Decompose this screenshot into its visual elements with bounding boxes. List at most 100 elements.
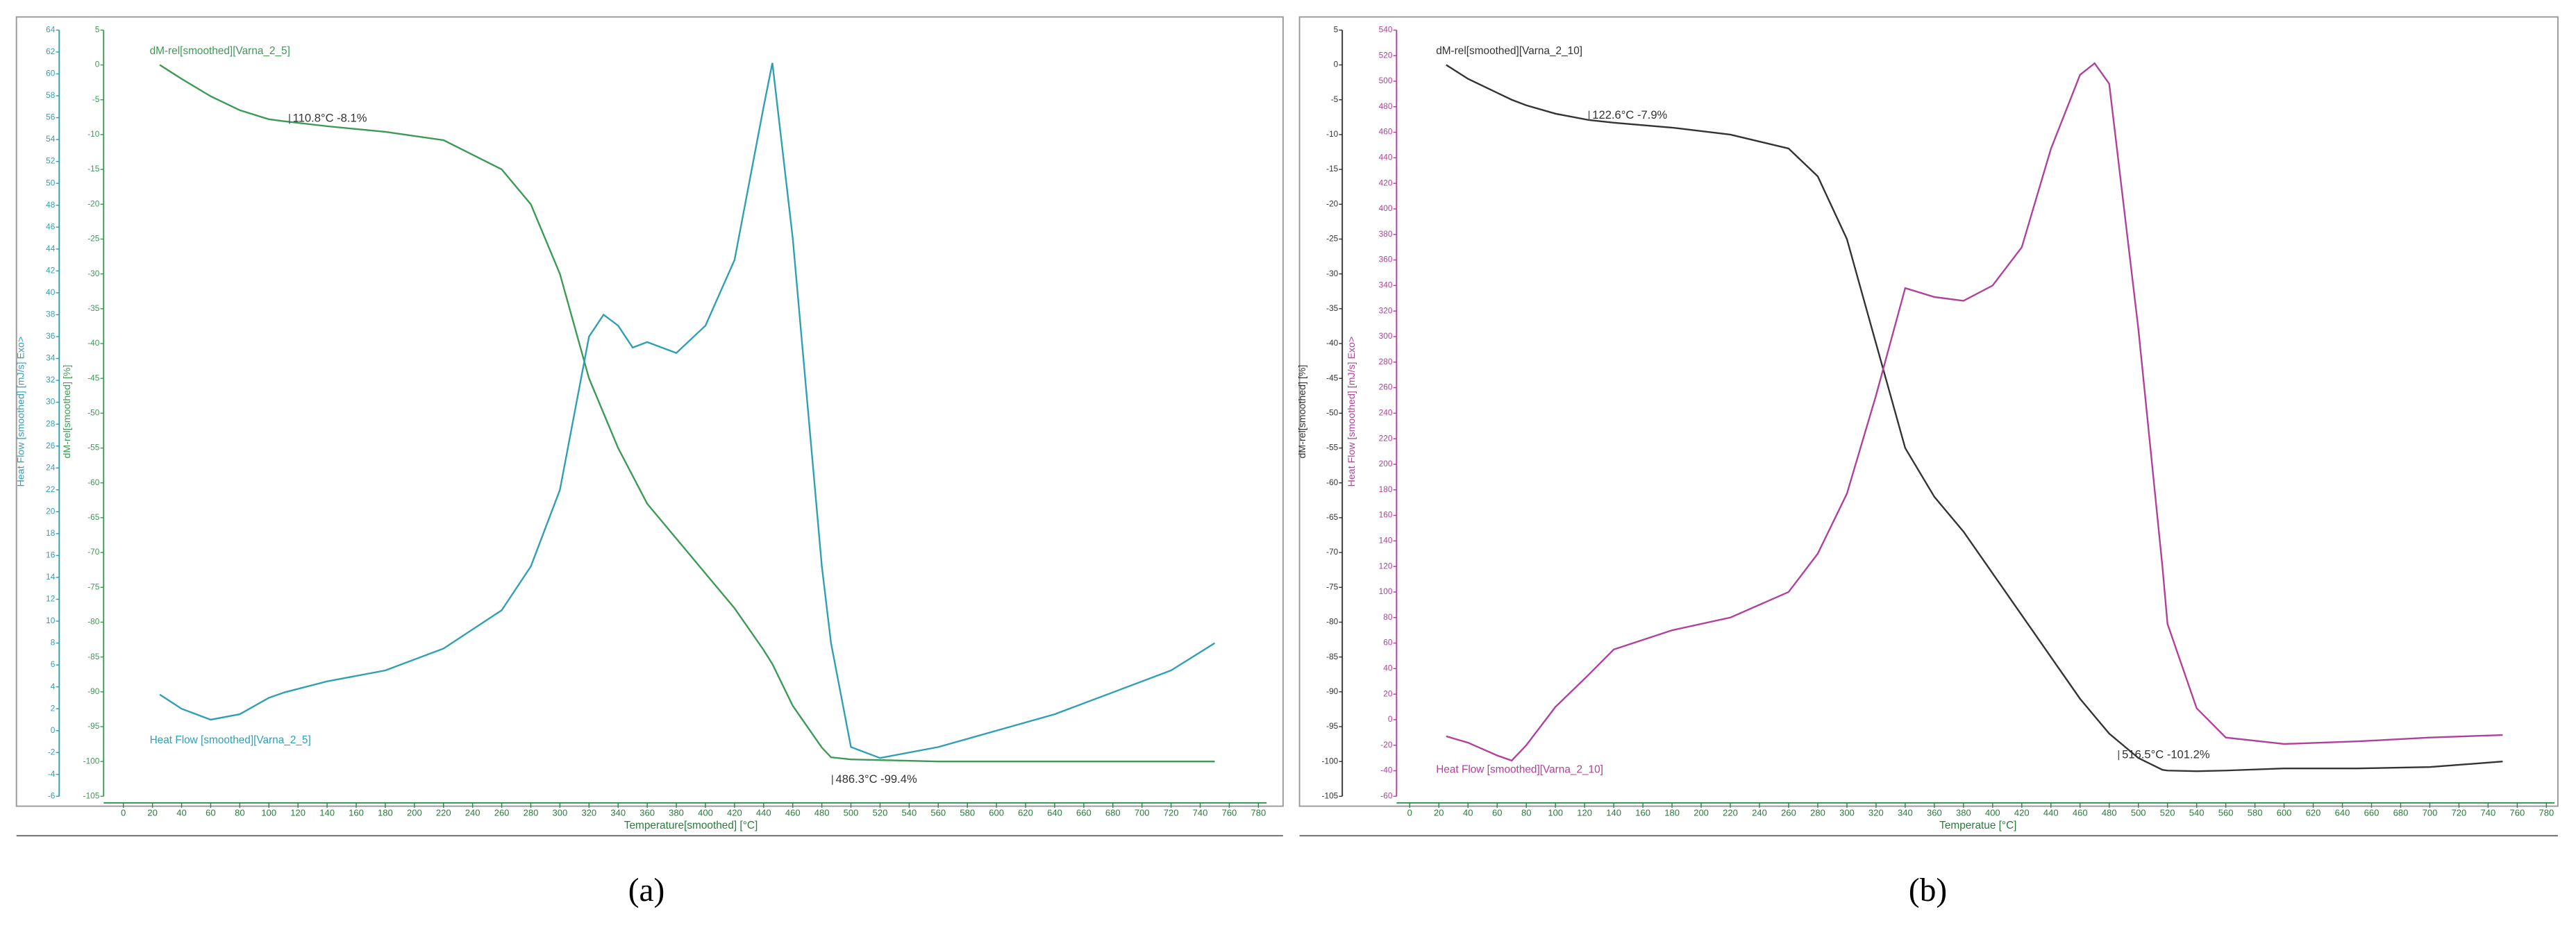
y2-tick-label: -105 bbox=[83, 790, 100, 800]
y-tick-label: -5 bbox=[1331, 94, 1339, 104]
annotation: 122.6°C -7.9% bbox=[1592, 108, 1667, 121]
x-tick-label: 780 bbox=[2539, 808, 2554, 818]
panel-caption: (a) bbox=[628, 872, 665, 908]
x-tick-label: 460 bbox=[2073, 808, 2088, 818]
x-tick-label: 740 bbox=[1193, 808, 1208, 818]
series-line bbox=[159, 62, 1216, 759]
annotation: 516.5°C -101.2% bbox=[2122, 748, 2210, 761]
x-tick-label: 380 bbox=[1956, 808, 1971, 818]
y-tick-label: 38 bbox=[46, 310, 56, 319]
x-tick-label: 60 bbox=[206, 808, 215, 818]
y2-tick-label: -85 bbox=[87, 652, 100, 661]
y2-tick-label: 400 bbox=[1379, 203, 1393, 213]
x-tick-label: 200 bbox=[407, 808, 422, 818]
x-tick-label: 720 bbox=[1164, 808, 1179, 818]
x-axis-label: Temperature[smoothed] [°C] bbox=[624, 820, 758, 831]
x-tick-label: 160 bbox=[1635, 808, 1650, 818]
y-tick-label: 2 bbox=[51, 703, 56, 713]
y2-tick-label: 60 bbox=[1383, 638, 1393, 648]
y2-tick-label: 0 bbox=[95, 60, 100, 69]
y-tick-label: 0 bbox=[51, 725, 56, 735]
y-tick-label: 18 bbox=[46, 528, 56, 538]
x-tick-label: 520 bbox=[873, 808, 888, 818]
y-tick-label: -40 bbox=[1326, 338, 1339, 348]
x-tick-label: 680 bbox=[2393, 808, 2409, 818]
y-tick-label: 64 bbox=[46, 24, 56, 34]
y-tick-label: 5 bbox=[1334, 24, 1339, 34]
y2-tick-label: -95 bbox=[87, 721, 100, 731]
x-tick-label: 580 bbox=[2248, 808, 2263, 818]
x-tick-label: 760 bbox=[1222, 808, 1237, 818]
y2-tick-label: -55 bbox=[87, 443, 100, 453]
x-tick-label: 620 bbox=[1018, 808, 1033, 818]
y-tick-label: 14 bbox=[46, 572, 56, 582]
y-tick-label: -2 bbox=[48, 747, 56, 756]
series-line bbox=[159, 64, 1215, 763]
x-tick-label: 640 bbox=[1047, 808, 1062, 818]
x-tick-label: 20 bbox=[1434, 808, 1444, 818]
y-tick-label: 30 bbox=[46, 397, 56, 407]
y2-tick-label: 520 bbox=[1379, 50, 1393, 60]
y-tick-label: 16 bbox=[46, 550, 56, 560]
x-tick-label: 300 bbox=[1839, 808, 1855, 818]
y2-axis-label: dM-rel[smoothed] [%] bbox=[62, 365, 73, 459]
y-tick-label: 20 bbox=[46, 506, 56, 516]
y-tick-label: 6 bbox=[51, 659, 56, 669]
y-tick-label: -75 bbox=[1326, 582, 1339, 591]
x-tick-label: 180 bbox=[1664, 808, 1680, 818]
x-tick-label: 340 bbox=[610, 808, 626, 818]
x-tick-label: 440 bbox=[2043, 808, 2059, 818]
x-tick-label: 500 bbox=[844, 808, 859, 818]
y2-tick-label: 0 bbox=[1388, 714, 1393, 724]
y-tick-label: 42 bbox=[46, 265, 55, 275]
y2-tick-label: -20 bbox=[87, 198, 100, 208]
x-tick-label: 600 bbox=[989, 808, 1004, 818]
x-tick-label: 480 bbox=[814, 808, 830, 818]
x-tick-label: 80 bbox=[1521, 808, 1531, 818]
y2-tick-label: -100 bbox=[83, 756, 100, 766]
series-name: Heat Flow [smoothed][Varna_2_10] bbox=[1436, 764, 1603, 776]
y-tick-label: 28 bbox=[46, 418, 56, 428]
y2-tick-label: -80 bbox=[87, 617, 100, 627]
x-tick-label: 600 bbox=[2277, 808, 2292, 818]
annotation: 110.8°C -8.1% bbox=[293, 112, 367, 125]
y-tick-label: 22 bbox=[46, 484, 55, 494]
x-tick-label: 160 bbox=[349, 808, 364, 818]
x-tick-label: 400 bbox=[698, 808, 713, 818]
y-tick-label: 48 bbox=[46, 200, 56, 210]
x-tick-label: 80 bbox=[235, 808, 244, 818]
x-tick-label: 0 bbox=[1407, 808, 1412, 818]
x-axis-label: Temperatue [°C] bbox=[1939, 820, 2016, 831]
x-tick-label: 200 bbox=[1693, 808, 1709, 818]
y-tick-label: -50 bbox=[1326, 407, 1339, 417]
y2-tick-label: -65 bbox=[87, 512, 100, 522]
y2-tick-label: -15 bbox=[87, 164, 100, 174]
y-tick-label: 58 bbox=[46, 90, 56, 100]
y-tick-label: 50 bbox=[46, 178, 56, 187]
x-tick-label: 280 bbox=[1810, 808, 1825, 818]
y2-tick-label: 460 bbox=[1379, 127, 1393, 137]
y-tick-label: 46 bbox=[46, 221, 56, 231]
y-tick-label: -85 bbox=[1326, 652, 1339, 661]
y-tick-label: 10 bbox=[46, 616, 56, 625]
x-tick-label: 720 bbox=[2452, 808, 2467, 818]
x-tick-label: 460 bbox=[785, 808, 801, 818]
y2-tick-label: -90 bbox=[87, 686, 100, 696]
y-tick-label: 4 bbox=[51, 682, 56, 691]
y2-tick-label: -30 bbox=[87, 269, 100, 278]
y2-tick-label: 260 bbox=[1379, 382, 1393, 392]
y-tick-label: -20 bbox=[1326, 198, 1339, 208]
x-tick-label: 700 bbox=[2423, 808, 2438, 818]
y2-tick-label: 220 bbox=[1379, 433, 1393, 443]
x-tick-label: 560 bbox=[930, 808, 946, 818]
y2-tick-label: 340 bbox=[1379, 280, 1393, 289]
y-tick-label: 12 bbox=[46, 594, 55, 604]
y2-tick-label: -60 bbox=[1380, 790, 1393, 800]
y-tick-label: 8 bbox=[51, 638, 56, 648]
y-tick-label: -35 bbox=[1326, 303, 1339, 313]
x-tick-label: 180 bbox=[378, 808, 393, 818]
x-tick-label: 660 bbox=[2364, 808, 2380, 818]
y-tick-label: -90 bbox=[1326, 686, 1339, 696]
y-axis-label: dM-rel[smoothed] [%] bbox=[1297, 365, 1308, 459]
